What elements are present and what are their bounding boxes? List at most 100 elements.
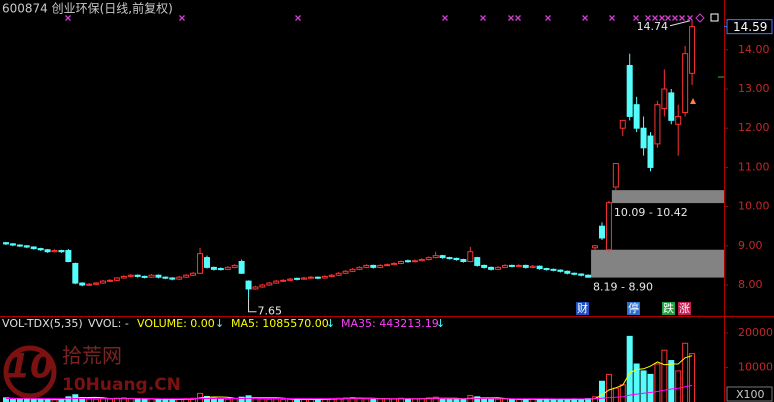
event-cross <box>609 15 615 21</box>
candle-body <box>294 277 301 280</box>
max-pointer <box>669 20 691 27</box>
candle-body <box>335 272 342 276</box>
candle-body <box>384 264 391 267</box>
y-tick-label: 14.00 <box>738 43 770 56</box>
candle-body <box>238 261 245 274</box>
candle-body <box>377 264 384 268</box>
volume-bar <box>612 387 619 402</box>
candle-body <box>224 266 231 270</box>
candle-body <box>481 264 488 268</box>
vol-unit: X100 <box>736 388 765 401</box>
volume-bar <box>626 335 633 402</box>
candle-body <box>349 268 356 272</box>
candle-body <box>287 278 294 281</box>
max-label: 14.74 <box>637 20 669 33</box>
volume-bar <box>280 399 287 402</box>
event-cross <box>665 15 671 21</box>
candle-body <box>501 264 508 268</box>
event-tag-label: 涨 <box>679 302 690 315</box>
candle-body <box>37 248 44 251</box>
candle-body <box>543 268 550 271</box>
candle-body <box>612 162 619 188</box>
volume-bar <box>93 398 100 402</box>
volume-bar <box>647 373 654 402</box>
volume-bar <box>231 398 238 402</box>
candle-body <box>460 259 467 263</box>
candle-body <box>668 92 675 121</box>
candle-body <box>508 264 515 267</box>
candle-body <box>564 270 571 274</box>
candle-body <box>432 255 439 259</box>
vol-tick-label: 20000 <box>738 326 773 339</box>
candle-body <box>453 257 460 261</box>
volume-bar <box>3 397 9 402</box>
candle-body <box>557 269 564 272</box>
last-price-box <box>726 19 773 35</box>
candle-body <box>619 119 626 129</box>
candle-body <box>467 251 474 263</box>
candle-body <box>9 243 16 246</box>
event-cross <box>672 15 678 21</box>
event-tag-label: 停 <box>628 301 639 315</box>
volume-bar <box>65 396 72 402</box>
volume-bar <box>668 360 675 402</box>
y-tick-label: 10.00 <box>738 200 770 213</box>
candle-body <box>328 274 335 277</box>
candle-body <box>44 249 51 253</box>
volume-bar <box>238 396 245 402</box>
candle-body <box>321 275 328 279</box>
candle-body <box>391 262 398 266</box>
candle-body <box>640 127 647 149</box>
candle-body <box>522 264 529 268</box>
event-cross <box>633 15 639 21</box>
candle-body <box>425 257 432 261</box>
candle-body <box>314 276 321 279</box>
y-tick-label: 9.00 <box>738 239 763 252</box>
y-tick-label: 12.00 <box>738 121 770 134</box>
volume-bar <box>134 398 141 402</box>
volume-bar <box>598 380 605 402</box>
volume-bar <box>682 342 689 402</box>
candle-body <box>356 266 363 270</box>
event-cross <box>652 15 658 21</box>
event-tag <box>662 302 675 315</box>
volume-bar <box>460 399 467 402</box>
event-square <box>710 13 719 22</box>
candle-body <box>474 257 481 266</box>
candle-body <box>495 266 502 270</box>
volume-bar <box>398 397 405 402</box>
volume-bar <box>432 396 439 402</box>
volume-bar <box>51 399 58 402</box>
candle-body <box>689 26 696 74</box>
candle-body <box>280 279 287 282</box>
volume-bar <box>370 398 377 402</box>
volume-bar <box>169 399 176 402</box>
candle-body <box>647 135 654 168</box>
volume-bar <box>342 397 349 402</box>
min-label: 7.65 <box>258 305 283 318</box>
candle-body <box>162 276 169 279</box>
event-cross <box>442 15 448 21</box>
candle-body <box>626 64 633 117</box>
event-cross <box>515 15 521 21</box>
watermark: 10 拾荒网 10Huang.CN <box>3 344 181 399</box>
candle-body <box>342 270 349 274</box>
candle-body <box>439 255 446 259</box>
candle-body <box>398 261 405 264</box>
candle-body <box>217 268 224 271</box>
candle-body <box>176 276 183 280</box>
candle-body <box>197 253 204 274</box>
y-tick-label: 13.00 <box>738 82 770 95</box>
candle-body <box>411 260 418 263</box>
chart-title: 600874 创业环保(日线,前复权) <box>2 1 173 16</box>
event-tag <box>678 302 691 315</box>
indicator-item: VVOL: - <box>88 317 129 330</box>
candle-body <box>183 274 190 278</box>
ma-line <box>6 384 693 400</box>
indicator-item: VOL-TDX(5,35) <box>2 317 83 330</box>
candle-body <box>571 272 578 275</box>
volume-bar <box>349 397 356 402</box>
candle-body <box>169 277 176 280</box>
volume-bar <box>30 399 37 402</box>
